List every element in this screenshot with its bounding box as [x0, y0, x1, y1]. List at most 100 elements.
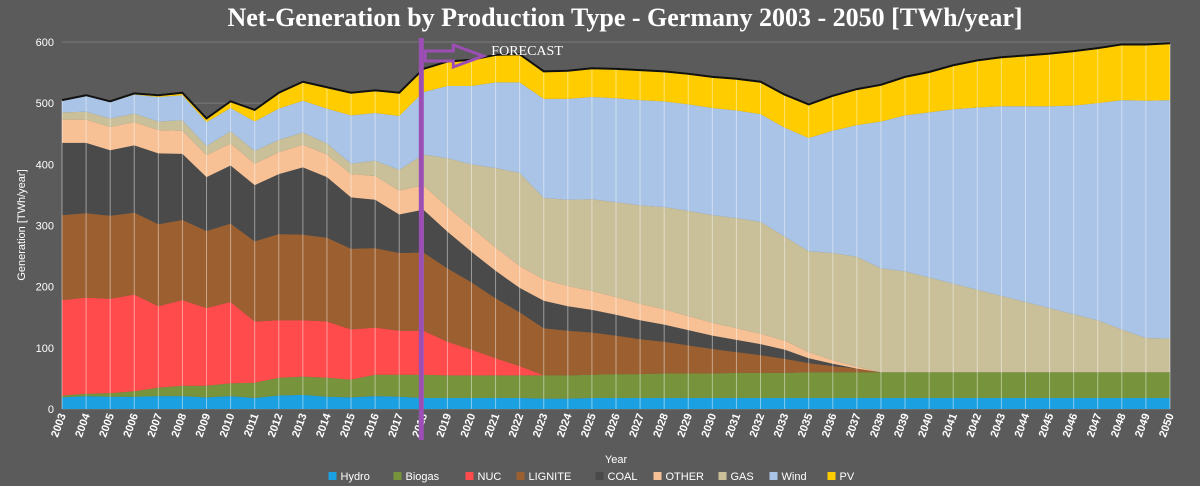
- y-tick-label: 0: [48, 404, 54, 416]
- legend-swatch: [328, 472, 337, 480]
- x-tick-label: 2007: [146, 412, 166, 439]
- x-tick-label: 2009: [194, 412, 214, 439]
- area-gas: [62, 111, 1170, 373]
- x-tick-label: 2008: [170, 412, 190, 439]
- area-nuc: [62, 294, 1170, 396]
- forecast-arrow: [423, 42, 488, 70]
- x-tick-label: 2004: [73, 411, 93, 439]
- x-tick-label: 2043: [989, 412, 1009, 439]
- legend: Hydro Biogas NUC LIGNITE COAL OTHER GAS Wind PV: [328, 471, 855, 483]
- legend-label: Hydro: [341, 471, 370, 483]
- legend-item-lignite: LIGNITE: [516, 471, 572, 483]
- x-axis-ticks: 2003 2004 2005 2006 2007 2008 2009 2010 2011 2012…: [49, 411, 1177, 439]
- area-other: [62, 119, 1170, 373]
- x-tick-label: 2032: [748, 412, 768, 439]
- x-tick-label: 2025: [579, 412, 599, 439]
- legend-swatch: [393, 472, 402, 480]
- forecast-label: FORECAST: [491, 44, 563, 59]
- legend-item-hydro: Hydro: [328, 471, 370, 483]
- x-tick-label: 2026: [603, 412, 623, 439]
- x-tick-label: 2045: [1037, 412, 1057, 439]
- x-tick-label: 2040: [916, 412, 936, 439]
- legend-item-other: OTHER: [653, 471, 705, 483]
- area-hydro: [62, 394, 1170, 409]
- y-tick-label: 100: [36, 343, 54, 355]
- x-tick-label: 2046: [1061, 412, 1081, 439]
- x-tick-label: 2020: [459, 412, 479, 439]
- total-outline: [61, 42, 1171, 120]
- x-tick-label: 2012: [266, 412, 286, 439]
- area-coal: [62, 142, 1170, 373]
- y-tick-label: 500: [36, 98, 54, 110]
- x-tick-label: 2037: [844, 412, 864, 439]
- legend-label: COAL: [608, 471, 638, 483]
- x-tick-label: 2019: [435, 412, 455, 439]
- legend-item-biogas: Biogas: [393, 471, 440, 483]
- x-tick-label: 2029: [675, 412, 695, 439]
- x-tick-label: 2023: [531, 412, 551, 439]
- x-tick-label: 2015: [338, 412, 358, 439]
- legend-swatch: [718, 472, 727, 480]
- x-tick-label: 2050: [1157, 412, 1177, 439]
- x-tick-label: 2010: [218, 412, 238, 439]
- x-tick-label: 2044: [1013, 411, 1033, 439]
- x-tick-label: 2036: [820, 412, 840, 439]
- x-tick-label: 2017: [386, 412, 406, 439]
- legend-label: GAS: [731, 471, 754, 483]
- legend-item-coal: COAL: [595, 471, 638, 483]
- legend-swatch: [827, 472, 836, 480]
- legend-label: Biogas: [406, 471, 440, 483]
- x-tick-label: 2038: [868, 412, 888, 439]
- x-tick-label: 2021: [483, 412, 503, 439]
- x-axis-label: Year: [605, 454, 628, 466]
- x-tick-label: 2033: [772, 412, 792, 439]
- area-lignite: [62, 212, 1170, 376]
- x-tick-label: 2028: [651, 412, 671, 439]
- series-areas: [62, 43, 1170, 409]
- legend-label: NUC: [478, 471, 502, 483]
- year-separators: [61, 43, 1171, 409]
- legend-swatch: [595, 472, 604, 480]
- x-tick-label: 2035: [796, 412, 816, 439]
- legend-label: PV: [840, 471, 855, 483]
- x-tick-label: 2039: [892, 412, 912, 439]
- y-tick-label: 600: [36, 37, 54, 49]
- legend-item-nuc: NUC: [465, 471, 502, 483]
- legend-item-wind: Wind: [769, 471, 807, 483]
- x-tick-label: 2027: [627, 412, 647, 439]
- x-tick-label: 2016: [362, 412, 382, 439]
- legend-swatch: [516, 472, 525, 480]
- total-line: [61, 42, 1171, 120]
- legend-label: LIGNITE: [529, 471, 572, 483]
- x-tick-label: 2006: [121, 412, 141, 439]
- x-tick-label: 2005: [97, 412, 117, 439]
- legend-label: OTHER: [666, 471, 705, 483]
- legend-swatch: [769, 472, 778, 480]
- y-tick-label: 200: [36, 282, 54, 294]
- x-tick-label: 2049: [1133, 412, 1153, 439]
- x-tick-label: 2041: [940, 412, 960, 439]
- legend-item-pv: PV: [827, 471, 855, 483]
- forecast-marker: FORECAST: [418, 38, 563, 440]
- x-tick-label: 2022: [507, 412, 527, 439]
- area-wind: [62, 82, 1170, 339]
- x-tick-label: 2042: [964, 412, 984, 439]
- area-pv: [62, 43, 1170, 139]
- x-tick-label: 2031: [724, 412, 744, 439]
- legend-label: Wind: [782, 471, 807, 483]
- x-tick-label: 2030: [700, 412, 720, 439]
- area-biogas: [62, 372, 1170, 399]
- y-axis-label: Generation [TWh/year]: [16, 169, 28, 280]
- legend-swatch: [465, 472, 474, 480]
- legend-swatch: [653, 472, 662, 480]
- y-tick-label: 300: [36, 221, 54, 233]
- x-tick-label: 2011: [242, 412, 261, 439]
- chart-title: Net-Generation by Production Type - Germ…: [227, 3, 1022, 32]
- x-tick-label: 2013: [290, 412, 310, 439]
- x-tick-label: 2014: [314, 411, 334, 439]
- y-axis-ticks: 0 100 200 300 400 500 600: [36, 37, 54, 416]
- legend-item-gas: GAS: [718, 471, 754, 483]
- x-tick-label: 2048: [1109, 412, 1129, 439]
- x-tick-label: 2047: [1085, 412, 1105, 439]
